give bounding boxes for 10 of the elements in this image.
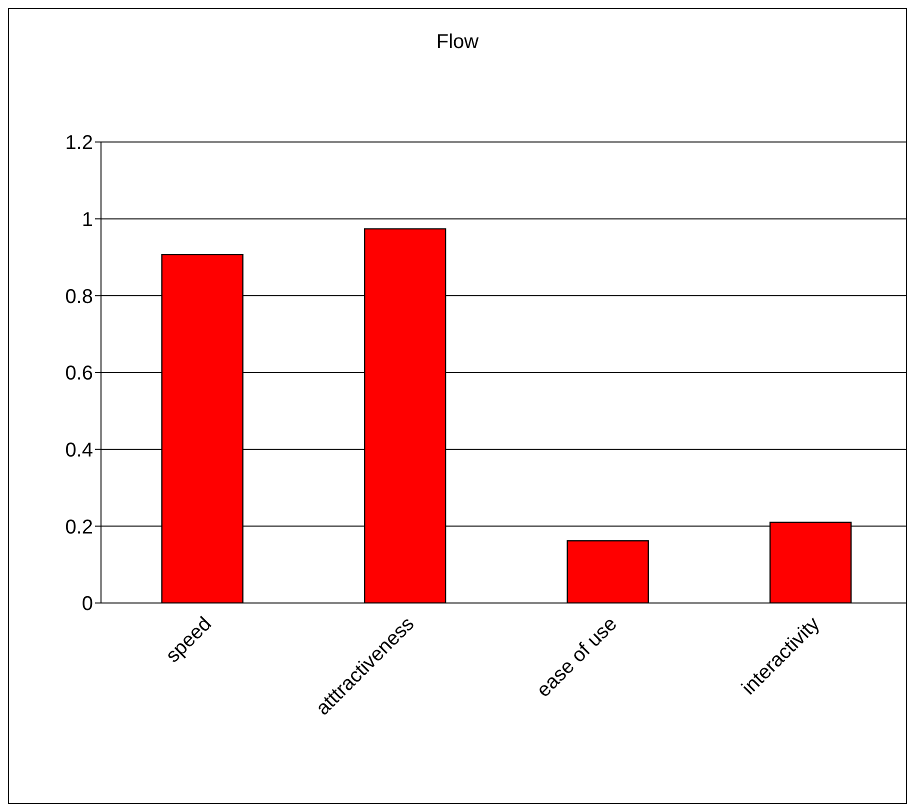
y-tick-label: 0.4 xyxy=(65,439,93,462)
y-tick-label: 0.8 xyxy=(65,286,93,308)
y-tick-label: 0 xyxy=(82,593,93,616)
y-tick-label: 1.2 xyxy=(65,132,93,154)
y-tick-label: 0.2 xyxy=(65,516,93,538)
chart-title: Flow xyxy=(435,31,480,54)
y-tick-label: 1 xyxy=(82,208,93,231)
x-tick-label: ease of use xyxy=(532,612,622,702)
bar xyxy=(566,540,649,603)
y-tick-label: 0.6 xyxy=(65,362,93,385)
